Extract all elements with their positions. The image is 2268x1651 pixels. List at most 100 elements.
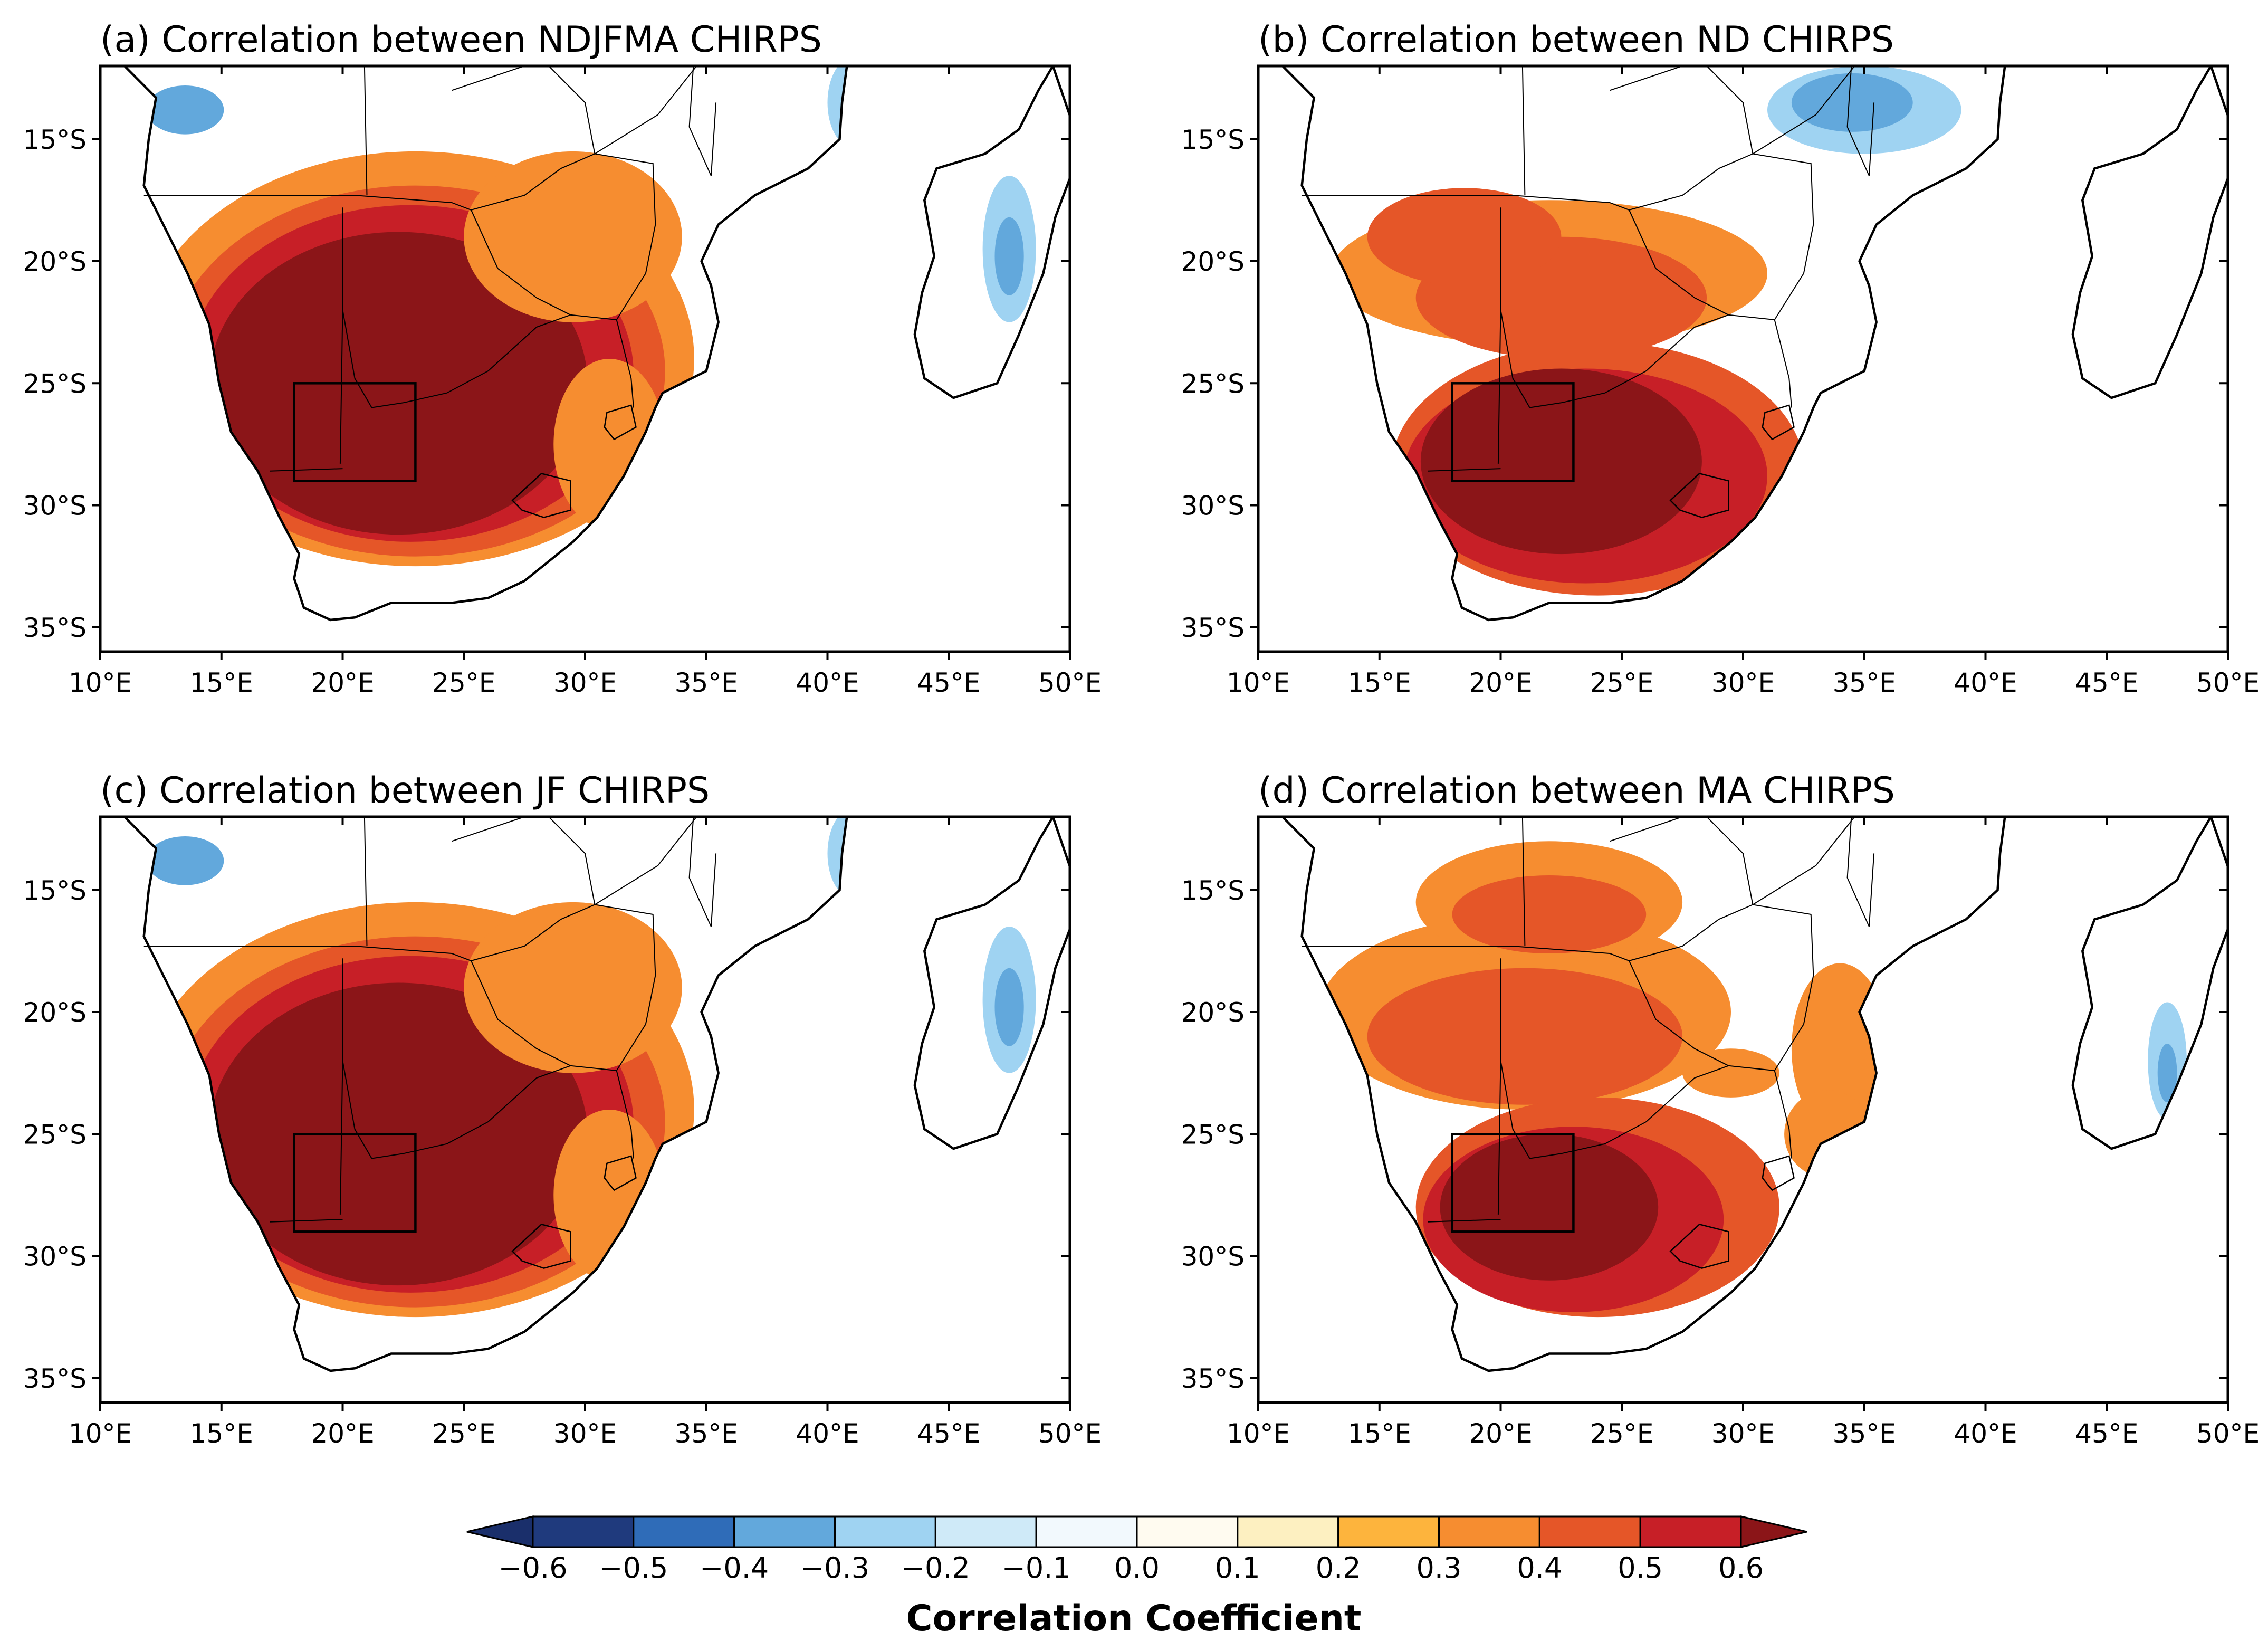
lon-tick-label: 45°E (2075, 1418, 2138, 1449)
country-border (1752, 66, 1855, 155)
correlation-fill (137, 66, 1036, 567)
lon-tick-label: 50°E (1038, 1418, 1102, 1449)
country-border (511, 473, 571, 518)
country-border (1428, 468, 1501, 472)
map-frame-b (1257, 64, 2229, 653)
colorbar-label: Correlation Coefficient (906, 1598, 1362, 1639)
country-border (688, 817, 717, 927)
country-border (1846, 817, 1875, 927)
country-border (143, 195, 472, 211)
correlation-area (1440, 1134, 1659, 1281)
lat-tick-label: 35°S (1181, 1363, 1245, 1394)
correlation-fill (1331, 66, 1961, 596)
panel-title-c: (c) Correlation between JF CHIRPS (100, 770, 710, 812)
lat-tick-label: 30°S (23, 491, 87, 521)
lon-tick-label: 25°E (1590, 1418, 1653, 1449)
map-panel-b: (b) Correlation between ND CHIRPS 10°E 15… (1181, 19, 2260, 698)
colorbar-cell (1237, 1515, 1339, 1548)
correlation-area (1420, 368, 1702, 555)
country-border (1521, 817, 1526, 947)
lat-tick-label: 25°S (23, 1119, 87, 1150)
country-border (1609, 66, 1683, 91)
colorbar-tick-label: 0.1 (1215, 1551, 1260, 1585)
correlation-area (827, 817, 876, 898)
lon-tick-label: 10°E (1227, 667, 1290, 698)
study-region-box (293, 1133, 417, 1233)
lon-tick-label: 20°E (1469, 1418, 1532, 1449)
lat-tick-label: 30°S (23, 1242, 87, 1272)
country-border (363, 817, 368, 947)
country-border (270, 1219, 343, 1223)
lat-tick-label: 25°S (1181, 1119, 1245, 1150)
lon-tick-label: 35°E (675, 667, 738, 698)
axis-ticks-a: 10°E 15°E 20°E 25°E 30°E 35°E 40°E 45°E 50°E 15°S… (23, 66, 1102, 698)
madagascar-coastline (2071, 66, 2228, 399)
coastline (1281, 66, 2006, 622)
correlation-area (464, 151, 682, 322)
lon-tick-label: 40°E (796, 667, 859, 698)
colorbar-tick-label: −0.6 (498, 1551, 567, 1585)
correlation-area (1791, 73, 1913, 132)
colorbar-cell (633, 1515, 735, 1548)
lat-tick-label: 15°S (23, 875, 87, 906)
country-border (451, 66, 525, 91)
country-border (548, 817, 596, 905)
lat-tick-label: 20°S (23, 246, 87, 277)
lon-tick-label: 30°E (1711, 1418, 1775, 1449)
lat-tick-label: 35°S (1181, 613, 1245, 643)
colorbar-cell (1035, 1515, 1138, 1548)
lon-tick-label: 35°E (1833, 667, 1896, 698)
axis-ticks-d: 10°E 15°E 20°E 25°E 30°E 35°E 40°E 45°E 50°E 15°S… (1181, 817, 2260, 1449)
colorbar-tick-labels: −0.6 −0.5 −0.4 −0.3 −0.2 −0.1 0.0 0.1 0.2 0.3 0.4 0… (498, 1551, 1764, 1585)
lat-tick-label: 15°S (1181, 875, 1245, 906)
colorbar-tick-label: −0.5 (599, 1551, 668, 1585)
lon-tick-label: 20°E (1469, 667, 1532, 698)
lon-tick-label: 30°E (553, 667, 617, 698)
lon-tick-label: 35°E (1833, 1418, 1896, 1449)
colorbar-tick-label: −0.1 (1002, 1551, 1071, 1585)
country-border (1762, 1155, 1795, 1191)
lon-tick-label: 40°E (796, 1418, 859, 1449)
lon-tick-label: 30°E (1711, 667, 1775, 698)
country-border (1669, 1224, 1729, 1269)
colorbar-cell (532, 1515, 635, 1548)
country-border (471, 904, 656, 1159)
country-border (548, 66, 596, 154)
correlation-area (2157, 1044, 2177, 1103)
country-border (1752, 817, 1855, 905)
lon-tick-label: 15°E (190, 667, 253, 698)
lon-tick-label: 25°E (432, 667, 495, 698)
colorbar-cell (1639, 1515, 1742, 1548)
country-border (1846, 66, 1875, 176)
country-border (688, 66, 717, 176)
map-body-c (123, 817, 1070, 1372)
correlation-area (994, 217, 1024, 295)
lat-tick-label: 30°S (1181, 1242, 1245, 1272)
colorbar-cell (934, 1515, 1037, 1548)
map-panel-a: (a) Correlation between NDJFMA CHIRPS 10… (23, 19, 1102, 698)
country-border (471, 153, 656, 408)
colorbar-cell (1136, 1515, 1239, 1548)
correlation-area (1784, 1090, 1872, 1178)
map-body-a (123, 66, 1070, 622)
colorbar-cell (834, 1515, 936, 1548)
study-region-box (1451, 382, 1575, 482)
lon-tick-label: 45°E (917, 667, 980, 698)
lon-tick-label: 40°E (1954, 1418, 2017, 1449)
country-border (451, 817, 525, 842)
lon-tick-label: 10°E (1227, 1418, 1290, 1449)
country-border (1669, 473, 1729, 518)
lon-tick-label: 35°E (675, 1418, 738, 1449)
colorbar-tick-label: −0.3 (800, 1551, 869, 1585)
map-frame-d (1257, 815, 2229, 1404)
colorbar-cells (466, 1515, 1807, 1548)
country-border (342, 1061, 617, 1159)
lat-tick-label: 35°S (23, 613, 87, 643)
country-border (1521, 66, 1526, 196)
lat-tick-label: 35°S (23, 1363, 87, 1394)
colorbar-tick-label: 0.2 (1316, 1551, 1361, 1585)
colorbar-extend-high (1740, 1515, 1807, 1548)
map-panel-c: (c) Correlation between JF CHIRPS 10°E 15… (23, 770, 1102, 1449)
country-border (143, 946, 472, 961)
